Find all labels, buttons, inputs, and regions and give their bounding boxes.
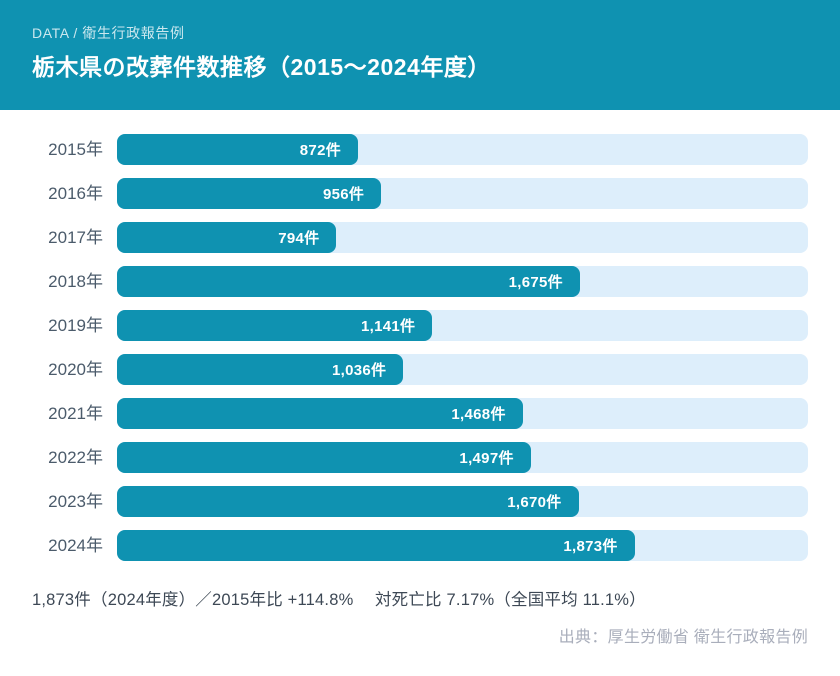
year-label: 2016年: [48, 184, 103, 203]
bar-value-label: 872件: [299, 142, 342, 159]
year-label: 2015年: [48, 140, 103, 159]
breadcrumb: DATA / 衛生行政報告例: [32, 25, 185, 41]
bar: 1,670件: [117, 486, 579, 517]
bar: 1,497件: [117, 442, 531, 473]
chart-row: 2022年 1,497件: [32, 442, 808, 473]
bar-track: 1,675件: [117, 266, 808, 297]
bar-track: 1,497件: [117, 442, 808, 473]
bar-track: 956件: [117, 178, 808, 209]
chart-row: 2017年 794件: [32, 222, 808, 253]
bar: 1,141件: [117, 310, 433, 341]
year-label: 2018年: [48, 272, 103, 291]
chart-row: 2020年 1,036件: [32, 354, 808, 385]
bar-value-label: 1,468件: [451, 406, 506, 423]
bar-value-label: 1,675件: [508, 274, 563, 291]
year-label: 2020年: [48, 360, 103, 379]
bar-track: 1,036件: [117, 354, 808, 385]
year-label: 2022年: [48, 448, 103, 467]
bar-value-label: 1,497件: [459, 450, 514, 467]
page-title: 栃木県の改葬件数推移（2015〜2024年度）: [32, 54, 491, 80]
summary-text: 1,873件（2024年度）／2015年比 +114.8% 対死亡比 7.17%…: [32, 591, 646, 609]
chart-row: 2016年 956件: [32, 178, 808, 209]
bar-track: 1,873件: [117, 530, 808, 561]
bar: 1,675件: [117, 266, 580, 297]
bar-value-label: 794件: [278, 230, 320, 247]
year-label: 2021年: [48, 404, 103, 423]
year-label: 2019年: [48, 316, 103, 335]
chart-row: 2024年 1,873件: [32, 530, 808, 561]
bar-value-label: 1,036件: [332, 362, 387, 379]
bar-track: 1,468件: [117, 398, 808, 429]
bar-value-label: 1,670件: [507, 494, 562, 511]
bar: 1,873件: [117, 530, 635, 561]
chart-row: 2023年 1,670件: [32, 486, 808, 517]
bar-track: 1,141件: [117, 310, 808, 341]
bar-value-label: 1,141件: [361, 318, 416, 335]
chart-row: 2018年 1,675件: [32, 266, 808, 297]
bar: 794件: [117, 222, 337, 253]
bar: 1,036件: [117, 354, 404, 385]
chart-row: 2015年 872件: [32, 134, 808, 165]
bar-chart: 2015年 872件 2016年 956件 2017年 794件 2018年 1,675件 20…: [32, 134, 808, 561]
year-label: 2024年: [48, 536, 103, 555]
bar: 1,468件: [117, 398, 523, 429]
chart-row: 2019年 1,141件: [32, 310, 808, 341]
chart-rows: 2015年 872件 2016年 956件 2017年 794件 2018年 1,675件 20…: [32, 134, 808, 561]
bar: 872件: [117, 134, 359, 165]
source-text: 出典：厚生労働省 衛生行政報告例: [558, 629, 808, 646]
bar-track: 794件: [117, 222, 808, 253]
bar: 956件: [117, 178, 382, 209]
year-label: 2017年: [48, 228, 103, 247]
bar-value-label: 956件: [323, 186, 365, 203]
bar-track: 1,670件: [117, 486, 808, 517]
year-label: 2023年: [48, 492, 103, 511]
bar-value-label: 1,873件: [563, 538, 618, 555]
chart-row: 2021年 1,468件: [32, 398, 808, 429]
bar-track: 872件: [117, 134, 808, 165]
chart-header: DATA / 衛生行政報告例 栃木県の改葬件数推移（2015〜2024年度）: [0, 0, 840, 110]
